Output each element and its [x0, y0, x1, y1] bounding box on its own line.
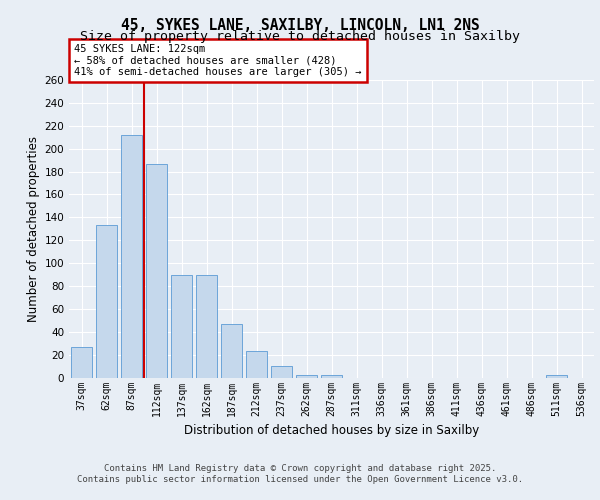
Text: 45, SYKES LANE, SAXILBY, LINCOLN, LN1 2NS: 45, SYKES LANE, SAXILBY, LINCOLN, LN1 2N…	[121, 18, 479, 32]
Text: Size of property relative to detached houses in Saxilby: Size of property relative to detached ho…	[80, 30, 520, 43]
Bar	[546, 375, 567, 378]
Text: Contains HM Land Registry data © Crown copyright and database right 2025.: Contains HM Land Registry data © Crown c…	[104, 464, 496, 473]
Bar	[171, 274, 192, 378]
Text: Contains public sector information licensed under the Open Government Licence v3: Contains public sector information licen…	[77, 475, 523, 484]
Text: 45 SYKES LANE: 122sqm
← 58% of detached houses are smaller (428)
41% of semi-det: 45 SYKES LANE: 122sqm ← 58% of detached …	[74, 44, 362, 77]
Bar	[221, 324, 242, 378]
Bar	[71, 346, 92, 378]
Bar	[271, 366, 292, 378]
Bar	[246, 351, 267, 378]
Bar	[196, 274, 217, 378]
X-axis label: Distribution of detached houses by size in Saxilby: Distribution of detached houses by size …	[184, 424, 479, 437]
Bar	[321, 375, 342, 378]
Bar	[121, 135, 142, 378]
Bar	[296, 375, 317, 378]
Bar	[146, 164, 167, 378]
Y-axis label: Number of detached properties: Number of detached properties	[27, 136, 40, 322]
Bar	[96, 226, 117, 378]
